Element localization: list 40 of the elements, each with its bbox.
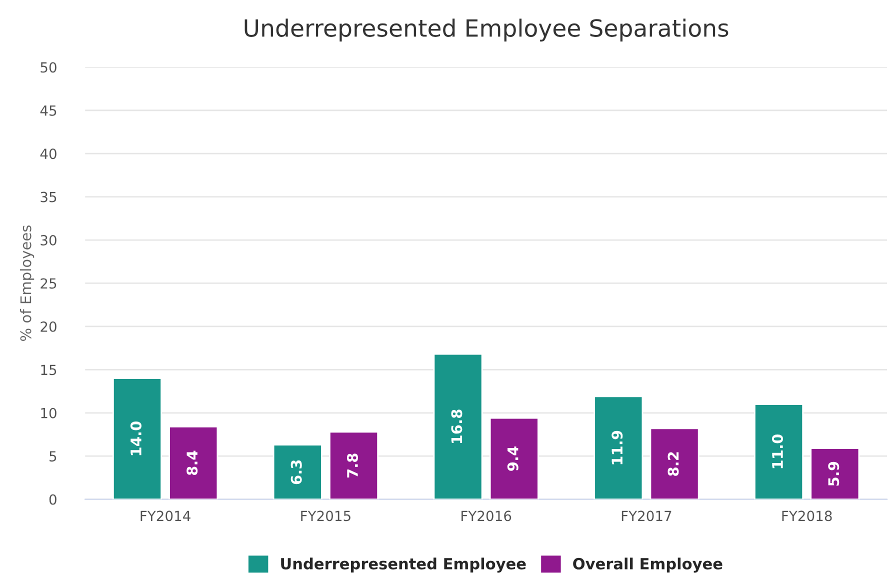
bar bbox=[650, 428, 700, 500]
data-label: 8.2 bbox=[668, 452, 679, 476]
bar bbox=[594, 396, 644, 500]
x-tick-label: FY2014 bbox=[140, 510, 190, 522]
y-tick-label: 20 bbox=[40, 321, 56, 332]
bar bbox=[754, 404, 804, 500]
data-label: 9.4 bbox=[507, 446, 518, 471]
bar bbox=[489, 417, 539, 500]
data-label: 8.4 bbox=[186, 450, 198, 476]
bar bbox=[272, 444, 322, 500]
y-tick-label: 5 bbox=[50, 451, 56, 462]
data-label: 16.8 bbox=[451, 410, 462, 444]
x-tick-label: FY2016 bbox=[462, 510, 512, 522]
y-tick-label: 35 bbox=[40, 192, 56, 202]
x-tick-label: FY2017 bbox=[622, 510, 672, 522]
bar bbox=[433, 353, 483, 500]
data-label: 6.3 bbox=[290, 460, 302, 484]
y-tick-label: 15 bbox=[41, 364, 56, 376]
legend-label: Overall Employee bbox=[573, 558, 722, 573]
y-tick-label: 45 bbox=[40, 106, 56, 116]
bar bbox=[168, 426, 218, 500]
x-tick-label: FY2018 bbox=[782, 510, 832, 522]
legend-label: Underrepresented Employee bbox=[281, 558, 526, 573]
data-label: 14.0 bbox=[130, 422, 142, 456]
y-tick-label: 50 bbox=[40, 62, 56, 73]
data-label: 5.9 bbox=[828, 462, 840, 486]
y-tick-label: 10 bbox=[41, 408, 56, 418]
y-axis-title: % of Employees bbox=[20, 225, 34, 341]
y-tick-label: 30 bbox=[40, 234, 56, 246]
chart-title: Underrepresented Employee Separations bbox=[244, 18, 728, 42]
x-tick-label: FY2015 bbox=[301, 510, 350, 522]
bar bbox=[329, 431, 379, 500]
data-label: 11.0 bbox=[772, 434, 784, 468]
data-label: 11.9 bbox=[612, 430, 623, 464]
bar bbox=[810, 448, 860, 500]
y-tick-label: 40 bbox=[40, 148, 56, 160]
y-tick-label: 0 bbox=[49, 494, 56, 505]
y-tick-label: 25 bbox=[40, 278, 56, 289]
data-label: 7.8 bbox=[346, 454, 358, 478]
bar bbox=[112, 378, 162, 500]
